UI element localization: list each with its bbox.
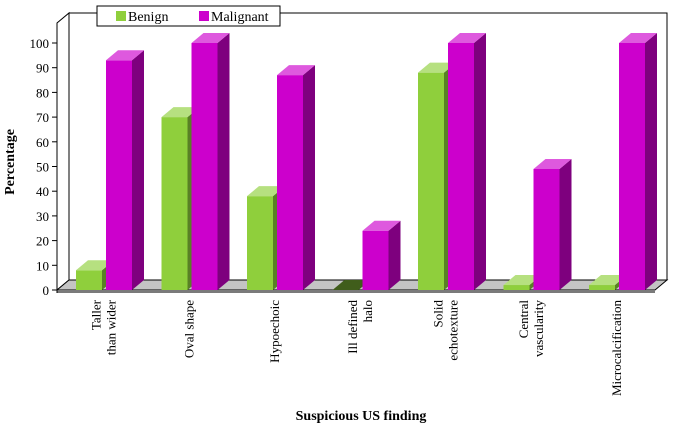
x-category-label-line: vascularity xyxy=(531,300,546,358)
y-tick-label: 50 xyxy=(36,160,49,175)
bar-malignant-3 xyxy=(362,220,401,290)
x-category-label-line: Central xyxy=(516,300,531,339)
y-tick-label: 80 xyxy=(36,85,49,100)
x-category-label-line: Hypoechoic xyxy=(267,300,282,363)
y-tick-label: 0 xyxy=(43,283,50,298)
floor-edge xyxy=(57,290,655,293)
plot-walls xyxy=(55,11,669,293)
x-category-label-line: Microcalcification xyxy=(609,300,624,397)
x-category-label-line: Solid xyxy=(431,300,446,328)
left-wall xyxy=(56,11,70,292)
x-category-label-line: than wider xyxy=(104,299,119,355)
legend-swatch-malignant xyxy=(199,11,209,21)
bar-benign-3 xyxy=(332,280,371,290)
y-tick-label: 100 xyxy=(30,36,50,51)
y-tick-label: 30 xyxy=(36,209,49,224)
x-category-label-5: Central vascularity xyxy=(516,300,546,358)
legend-swatch-benign xyxy=(116,11,126,21)
x-category-label-line: halo xyxy=(360,300,375,322)
x-category-label-line: Taller xyxy=(89,299,104,330)
x-category-label-3: Ill defined halo xyxy=(345,300,375,354)
x-category-label-line: echotexture xyxy=(446,300,461,361)
bar-malignant-2 xyxy=(277,65,315,290)
y-tick-label: 70 xyxy=(36,110,49,125)
legend-label-benign: Benign xyxy=(128,10,168,25)
x-axis-categories: Taller than wider Oval shape Hypoechoic Ill … xyxy=(89,299,625,396)
bar-malignant-6 xyxy=(619,33,657,290)
x-category-label-6: Microcalcification xyxy=(609,300,624,397)
legend-box xyxy=(96,5,281,27)
y-axis-title: Percentage xyxy=(3,129,18,195)
x-category-label-1: Oval shape xyxy=(182,300,197,358)
y-tick-label: 60 xyxy=(36,135,49,150)
y-tick-label: 10 xyxy=(36,258,49,273)
x-category-label-4: Solid echotexture xyxy=(431,300,461,361)
y-tick-label: 20 xyxy=(36,234,49,249)
y-axis: 0 10 20 30 40 50 60 70 80 90 100 xyxy=(30,23,58,298)
legend: Benign Malignant xyxy=(96,5,281,27)
x-category-label-2: Hypoechoic xyxy=(267,300,282,363)
bar-malignant-1 xyxy=(191,33,230,290)
bar-malignant-5 xyxy=(533,158,572,290)
x-category-label-line: Oval shape xyxy=(182,300,197,358)
y-tick-label: 90 xyxy=(36,61,49,76)
x-axis-title: Suspicious US finding xyxy=(296,409,427,424)
bars xyxy=(76,33,657,290)
x-category-label-0: Taller than wider xyxy=(89,299,119,355)
x-category-label-line: Ill defined xyxy=(345,300,360,354)
y-tick-label: 40 xyxy=(36,184,49,199)
bar-malignant-4 xyxy=(448,33,486,290)
bar-malignant-0 xyxy=(106,50,144,290)
legend-label-malignant: Malignant xyxy=(211,10,269,25)
